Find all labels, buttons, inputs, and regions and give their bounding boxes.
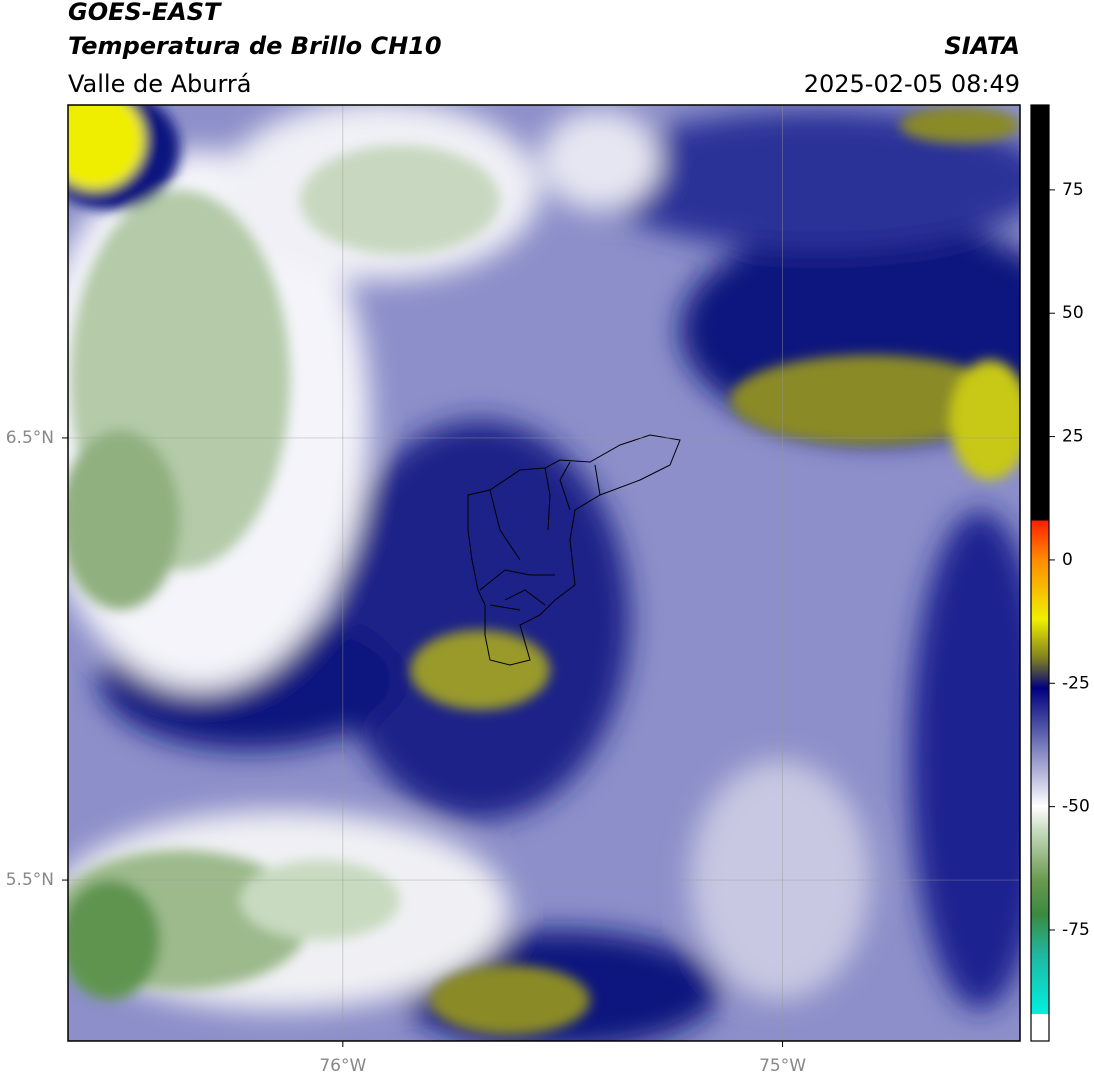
lon-label: 75°W [759, 1056, 806, 1076]
timestamp: 2025-02-05 08:49 [804, 70, 1020, 98]
lon-label: 76°W [319, 1056, 366, 1076]
colorbar-tick-label: -25 [1062, 673, 1090, 693]
colorbar-tick-label: 50 [1062, 303, 1084, 323]
map-frame [67, 104, 1021, 1042]
valley-outline [467, 434, 681, 666]
colorbar-tick-label: -50 [1062, 797, 1090, 817]
source: SIATA [944, 32, 1020, 60]
lat-label: 5.5°N [6, 870, 54, 890]
title: GOES-EAST [68, 0, 222, 26]
colorbar [1030, 104, 1050, 1042]
colorbar-tick-label: -75 [1062, 920, 1090, 940]
region: Valle de Aburrá [68, 70, 252, 98]
colorbar-tick-label: 75 [1062, 180, 1084, 200]
colorbar-tick-label: 0 [1062, 550, 1073, 570]
lat-label: 6.5°N [6, 428, 54, 448]
colorbar-tick-label: 25 [1062, 427, 1084, 447]
satellite-image [68, 105, 1020, 1041]
graticule [68, 105, 1020, 1041]
subtitle: Temperatura de Brillo CH10 [68, 32, 442, 60]
